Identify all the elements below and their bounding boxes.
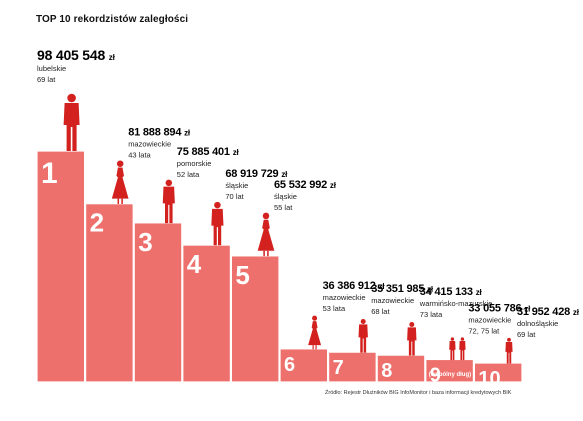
currency-unit: zł [427, 285, 434, 294]
rank-group: 9(wspólny dług)33 055 786 złmazowieckie7… [425, 302, 531, 386]
region-label: mazowieckie [128, 140, 171, 149]
bar [279, 348, 329, 383]
region-label: mazowieckie [323, 293, 366, 302]
bar [36, 150, 86, 383]
amount-label: 35 351 985 zł [371, 283, 434, 295]
currency-unit: zł [573, 308, 580, 317]
currency-unit: zł [476, 288, 483, 297]
amount-label: 33 055 786 zł [468, 302, 531, 314]
currency-unit: zł [524, 304, 531, 313]
man-silhouette-icon [407, 321, 417, 356]
man-silhouette-icon [449, 337, 456, 361]
amount-value: 36 386 912 [323, 280, 379, 292]
annotation-label: (wspólny dług) [429, 372, 471, 378]
source-note: Źródło: Rejestr Dłużników BIG InfoMonito… [325, 390, 512, 396]
amount-value: 75 885 401 [177, 146, 233, 158]
rank-number: 3 [138, 227, 152, 257]
bar [425, 358, 474, 383]
amount-label: 34 415 133 zł [420, 286, 483, 298]
currency-unit: zł [233, 148, 240, 157]
age-label: 69 lat [37, 75, 56, 84]
amount-label: 98 405 548 zł [37, 47, 116, 63]
amount-label: 81 888 894 zł [128, 127, 191, 139]
rank-number: 6 [284, 354, 295, 376]
rank-number: 9 [430, 364, 441, 386]
rank-number: 4 [187, 249, 202, 279]
currency-unit: zł [330, 181, 337, 190]
currency-unit: zł [184, 129, 191, 138]
bar [230, 255, 280, 383]
currency-unit: zł [281, 170, 288, 179]
region-label: śląskie [225, 181, 248, 190]
amount-value: 31 952 428 [517, 306, 573, 318]
region-label: mazowieckie [371, 296, 414, 305]
man-silhouette-icon [63, 93, 80, 151]
age-label: 43 lata [128, 151, 151, 160]
bar [133, 222, 183, 383]
man-silhouette-icon [162, 179, 175, 224]
amount-label: 75 885 401 zł [177, 146, 240, 158]
woman-silhouette-icon [257, 212, 275, 257]
amount-value: 33 055 786 [468, 302, 524, 314]
rank-number: 1 [41, 157, 58, 190]
amount-label: 31 952 428 zł [517, 306, 580, 318]
amount-value: 98 405 548 [37, 47, 109, 63]
bar [473, 362, 523, 383]
region-label: pomorskie [177, 159, 212, 168]
rank-number: 8 [381, 360, 392, 382]
region-label: mazowieckie [468, 315, 511, 324]
chart-title: TOP 10 rekordzistów zaległości [36, 14, 189, 25]
age-label: 52 lata [177, 170, 200, 179]
amount-value: 81 888 894 [128, 127, 184, 139]
currency-unit: zł [379, 282, 386, 291]
amount-value: 65 532 992 [274, 179, 330, 191]
bar [182, 244, 232, 383]
amount-value: 68 919 729 [225, 168, 281, 180]
amount-value: 34 415 133 [420, 286, 476, 298]
woman-silhouette-icon [111, 160, 129, 204]
bar [376, 354, 426, 383]
currency-unit: zł [109, 53, 116, 62]
rank-number: 2 [90, 208, 104, 238]
man-silhouette-icon [505, 337, 513, 364]
rank-number: 7 [333, 357, 344, 379]
amount-value: 35 351 985 [371, 283, 427, 295]
age-label: 53 lata [323, 304, 346, 313]
man-silhouette-icon [459, 337, 466, 361]
age-label: 68 lat [371, 307, 390, 316]
region-label: lubelskie [37, 64, 66, 73]
man-silhouette-icon [358, 318, 368, 353]
man-silhouette-icon [211, 201, 224, 246]
age-label: 72, 75 lat [468, 326, 500, 335]
age-label: 73 lata [420, 310, 443, 319]
region-label: warmińsko-mazurskie [419, 299, 493, 308]
age-label: 69 lat [517, 330, 536, 339]
amount-label: 65 532 992 zł [274, 179, 337, 191]
age-label: 70 lat [225, 192, 244, 201]
amount-label: 68 919 729 zł [225, 168, 288, 180]
rank-number: 10 [478, 368, 500, 390]
amount-label: 36 386 912 zł [323, 280, 386, 292]
woman-silhouette-icon [308, 315, 322, 350]
age-label: 55 lat [274, 203, 293, 212]
rank-number: 5 [235, 260, 249, 290]
bar [328, 351, 377, 383]
bar [84, 203, 134, 383]
region-label: dolnośląskie [517, 319, 558, 328]
region-label: śląskie [274, 192, 297, 201]
